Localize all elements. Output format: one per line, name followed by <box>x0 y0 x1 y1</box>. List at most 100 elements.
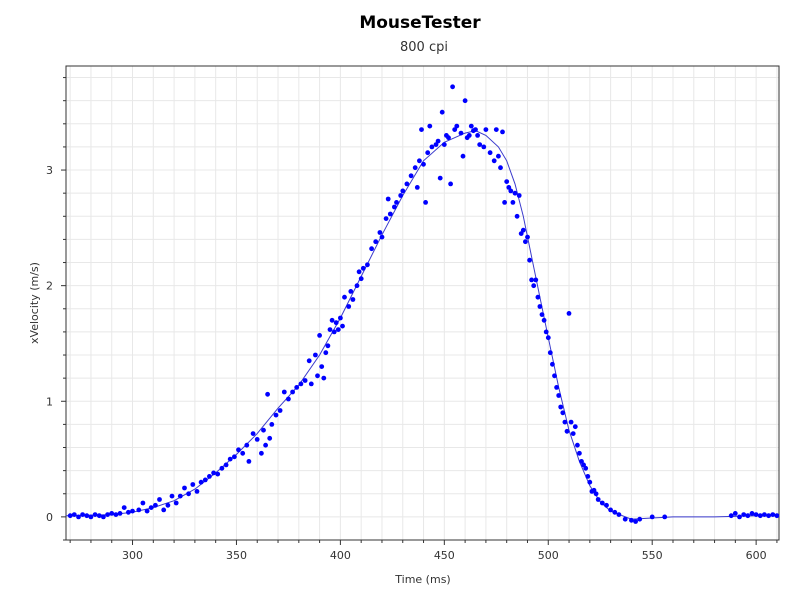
data-point <box>575 442 580 448</box>
data-point <box>277 408 283 413</box>
data-point <box>161 507 167 513</box>
data-point <box>543 329 549 335</box>
data-point <box>350 297 356 302</box>
data-point <box>458 130 464 136</box>
data-point <box>562 419 568 425</box>
data-point <box>358 276 364 282</box>
data-point <box>487 150 493 156</box>
data-point <box>441 142 447 148</box>
data-point <box>425 150 431 156</box>
data-point <box>67 513 73 519</box>
data-point <box>502 200 507 205</box>
data-point <box>211 470 217 476</box>
data-point <box>439 109 445 115</box>
data-point <box>560 410 566 416</box>
data-point <box>770 512 776 517</box>
data-point <box>741 512 747 517</box>
data-point <box>365 262 370 268</box>
data-point <box>96 513 102 519</box>
data-point <box>294 385 300 390</box>
data-point <box>547 350 553 356</box>
data-point <box>308 381 314 387</box>
data-point <box>194 489 200 494</box>
data-point <box>529 277 534 283</box>
data-point <box>587 479 593 485</box>
data-point <box>429 144 435 150</box>
data-point <box>500 129 505 135</box>
data-point <box>354 283 360 289</box>
data-point <box>254 437 260 442</box>
data-point <box>568 419 574 425</box>
data-point <box>637 516 643 522</box>
data-point <box>539 312 545 317</box>
plot-frame <box>65 65 780 541</box>
data-point <box>481 144 487 150</box>
chart-subtitle: 800 cpi <box>400 40 448 55</box>
data-point <box>450 84 455 90</box>
data-point <box>525 234 530 240</box>
data-point <box>749 511 755 516</box>
data-point <box>265 391 270 397</box>
data-point <box>591 487 597 493</box>
data-point <box>533 277 539 283</box>
data-point <box>165 502 171 508</box>
data-point <box>321 375 327 381</box>
data-point <box>583 465 589 471</box>
data-point <box>398 193 404 198</box>
data-point <box>766 513 771 519</box>
data-point <box>144 508 150 514</box>
data-point <box>452 127 458 132</box>
data-point <box>728 513 734 519</box>
x-tick-label: 600 <box>746 549 767 562</box>
data-point <box>541 317 547 323</box>
data-point <box>101 514 106 520</box>
data-point <box>572 424 578 430</box>
data-point <box>446 135 451 141</box>
data-point <box>419 127 424 132</box>
grid <box>66 66 779 541</box>
data-point <box>338 315 343 321</box>
data-point <box>475 133 480 138</box>
data-point <box>400 188 406 194</box>
data-point <box>215 471 221 477</box>
data-point <box>148 505 154 510</box>
data-point <box>342 294 347 300</box>
data-point <box>286 396 291 402</box>
data-point <box>468 123 474 129</box>
x-axis-label: Time (ms) <box>394 573 450 586</box>
chart-title: MouseTester <box>359 13 481 33</box>
x-tick-label: 400 <box>330 549 351 562</box>
data-point <box>319 364 325 369</box>
data-point <box>377 230 383 235</box>
data-point <box>564 428 570 434</box>
data-point <box>227 456 233 462</box>
data-point <box>125 509 131 515</box>
data-point <box>520 227 526 233</box>
data-point <box>236 447 241 453</box>
y-tick-label: 3 <box>46 164 53 177</box>
data-point <box>537 304 543 309</box>
data-point <box>329 317 335 323</box>
data-point <box>558 404 564 410</box>
y-axis-label: xVelocity (m/s) <box>28 262 41 344</box>
data-point <box>448 181 453 187</box>
data-point <box>340 323 345 329</box>
data-point <box>190 482 196 487</box>
data-point <box>240 450 246 456</box>
data-point <box>629 517 634 523</box>
data-point <box>504 179 510 185</box>
data-point <box>774 513 780 519</box>
data-point <box>173 500 179 506</box>
data-point <box>498 165 503 171</box>
data-point <box>92 512 98 517</box>
data-point <box>599 500 605 506</box>
data-point <box>198 479 204 485</box>
data-point <box>88 514 94 520</box>
data-point <box>153 502 158 508</box>
data-point <box>273 412 279 418</box>
data-point <box>757 513 763 519</box>
data-point <box>186 491 192 497</box>
data-point <box>579 459 584 464</box>
